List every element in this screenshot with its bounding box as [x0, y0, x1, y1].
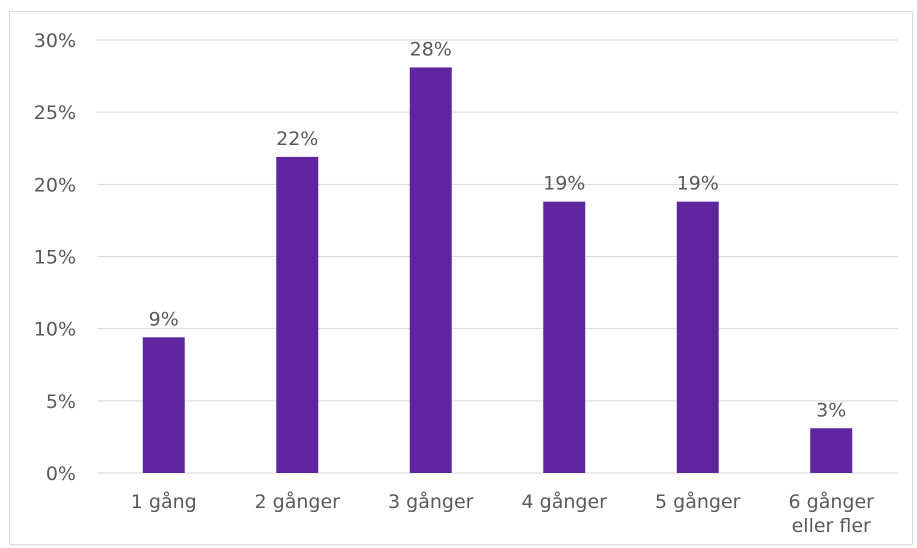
bars [142, 67, 853, 474]
y-tick-label-4: 20% [34, 174, 76, 196]
bar-5 [676, 201, 719, 474]
x-tick-label-1: 1 gång [131, 490, 197, 513]
x-tick-label-4: 4 gånger [522, 490, 608, 513]
x-tick-label-6: 6 gånger [789, 490, 875, 513]
data-label-6: 3% [816, 399, 846, 421]
data-label-5: 19% [677, 173, 719, 195]
y-tick-label-2: 10% [34, 319, 76, 341]
x-tick-label-3: 3 gånger [388, 490, 474, 513]
x-axis: 1 gång 2 gånger 3 gånger 4 gånger 5 gånger 6 … [131, 490, 874, 537]
y-tick-label-5: 25% [34, 102, 76, 124]
data-label-4: 19% [543, 173, 585, 195]
data-labels: 9% 22% 28% 19% 19% 3% [149, 38, 847, 421]
data-label-1: 9% [149, 308, 179, 330]
gridlines [97, 39, 898, 474]
y-axis: 0% 5% 10% 15% 20% 25% 30% [34, 30, 76, 485]
data-label-3: 28% [410, 38, 452, 60]
x-tick-label-6-line-2: eller fler [792, 515, 871, 537]
bar-1 [142, 337, 185, 473]
y-tick-label-0: 0% [46, 463, 76, 485]
y-tick-label-3: 15% [34, 247, 76, 269]
x-tick-label-2: 2 gånger [255, 490, 341, 513]
y-tick-label-6: 30% [34, 30, 76, 52]
y-tick-label-1: 5% [46, 391, 76, 413]
bar-4 [543, 201, 586, 474]
bar-6 [810, 428, 853, 473]
data-label-2: 22% [276, 128, 318, 150]
bar-3 [409, 67, 452, 473]
x-tick-label-5: 5 gånger [655, 490, 741, 513]
bar-2 [276, 156, 319, 473]
